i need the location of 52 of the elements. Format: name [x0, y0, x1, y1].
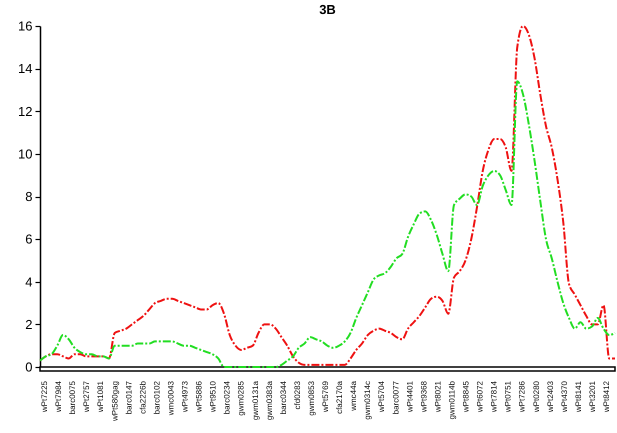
text: wPt7814	[490, 380, 499, 414]
text: wPt7225	[40, 380, 49, 414]
text: wPt5769	[321, 380, 330, 414]
text: wPt580gag	[110, 381, 120, 422]
text: barc0102	[152, 380, 162, 414]
y-tick-label: 8	[25, 189, 32, 204]
text: wPt9510	[208, 380, 218, 414]
y-tick-label: 10	[18, 146, 32, 162]
y-tick-label: 16	[18, 18, 32, 34]
text: wPt8141	[574, 380, 583, 414]
text: barc0075	[68, 380, 78, 414]
y-tick-label: 2	[25, 316, 32, 332]
y-tick-label: 6	[25, 232, 32, 247]
text: wPt7286	[518, 380, 527, 414]
text: wPt8412	[602, 380, 611, 414]
text: wPt4370	[560, 380, 569, 414]
y-tick-label: 4	[25, 274, 32, 290]
text: wPt4973	[180, 380, 190, 414]
text: wmc44a	[349, 380, 358, 412]
text: wPt0751	[504, 380, 513, 414]
text: wPt8845	[462, 380, 470, 414]
text: wPt3201	[588, 380, 597, 414]
text: gwm0383a	[264, 380, 274, 420]
text: wPt6072	[476, 380, 485, 414]
text: wPt7984	[54, 380, 64, 414]
text: gwm0853	[306, 380, 316, 416]
text: wPt1081	[96, 380, 106, 414]
text: barc0077	[391, 380, 400, 414]
y-tick-label: 12	[18, 104, 32, 119]
text: gwm0314c	[363, 381, 372, 420]
y-tick-label: 0	[25, 360, 32, 374]
text: wmc0043	[166, 380, 176, 416]
text: wPt9368	[419, 380, 428, 414]
text: cfa2226b	[138, 380, 148, 414]
text: wPt5886	[194, 380, 204, 414]
chart-title: 3B	[319, 2, 336, 17]
text: wPt0280	[532, 380, 541, 414]
text: barc0344	[278, 380, 288, 414]
text: barc0147	[124, 380, 134, 414]
text: wPt2403	[546, 380, 555, 414]
text: wPt2757	[82, 380, 92, 414]
text: wPt5704	[377, 380, 386, 414]
text: cfd0283	[292, 380, 302, 410]
text: wPt8021	[433, 380, 442, 414]
text: gwm0131a	[250, 380, 260, 420]
line-series	[39, 80, 616, 368]
text: wPt4401	[405, 380, 414, 414]
y-tick-label: 14	[18, 61, 32, 76]
text: gwm0114b	[447, 380, 456, 420]
text: barc0234	[222, 380, 232, 414]
text: gwm0285	[236, 380, 246, 416]
text: cfa2170a	[335, 380, 344, 414]
